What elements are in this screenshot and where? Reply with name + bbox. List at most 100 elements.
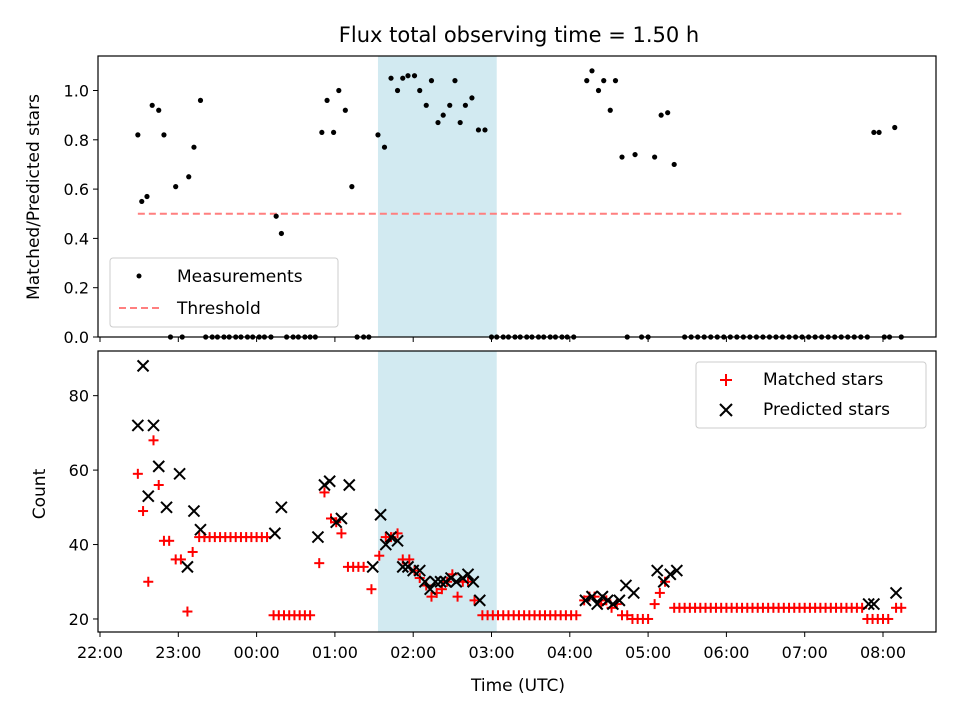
measurement-point [619,154,625,160]
predicted-x-b [596,590,609,603]
predicted-star-point [670,564,684,577]
matched-star-point [896,602,907,613]
predicted-star-point [396,560,409,574]
predicted-x-b [275,501,288,514]
legend-threshold-label: Threshold [176,299,261,319]
predicted-star-point [136,359,150,373]
predicted-x-b [131,419,145,432]
predicted-star-point [601,594,614,607]
predicted-x-b [439,575,453,588]
measurement-point [469,95,475,101]
ratio-y-axis-label: Matched/Predicted stars [24,94,44,300]
measurement-point [665,110,671,116]
matched-star-point [319,487,330,498]
predicted-star-point [173,467,186,481]
measurement-point [197,97,204,103]
measurement-point [394,87,401,94]
predicted-star-point [194,523,207,536]
predicted-star-point [391,534,404,548]
count-x-tick-label: 05:00 [625,643,671,662]
ratio-x-ticks [99,337,884,342]
predicted-x-b [585,590,599,603]
matched-star-point [649,599,660,610]
matched-star-point [622,610,633,621]
predicted-star-point [401,560,415,574]
predicted-x-b [619,579,633,592]
ratio-plot-frame [97,55,937,338]
count-legend: Matched stars Predicted stars [695,361,927,429]
ratio-legend-box [109,257,339,328]
predicted-star-point [439,575,453,588]
predicted-star-point [862,597,875,611]
predicted-star-point [384,530,398,544]
predicted-star-point [187,504,201,518]
legend-matched-marker [720,374,732,386]
predicted-x-b [601,594,614,607]
predicted-x-b [413,564,426,577]
measurement-point [319,129,325,136]
predicted-star-point [450,575,463,588]
measurement-point [475,127,482,133]
count-y-tick-label: 20 [69,610,89,629]
measurement-point [632,151,638,158]
measurement-point [652,154,658,160]
measurement-point [440,112,446,118]
predicted-star-point [413,564,426,577]
measurement-point [435,119,441,126]
predicted-x-b [473,594,486,607]
legend-measurements-label: Measurements [177,267,303,287]
predicted-x-b [384,530,398,544]
matched-star-point [305,610,316,621]
measurement-point [612,78,619,84]
predicted-x-b [889,586,903,600]
ratio-marks [135,68,904,340]
matched-star-point [463,576,474,587]
count-x-tick-label: 22:00 [77,643,123,662]
predicted-star-point [596,590,609,603]
count-x-tick-label: 06:00 [703,643,749,662]
predicted-star-point [311,530,325,544]
legend-matched-label: Matched stars [763,370,883,390]
predicted-x-b [444,571,458,585]
predicted-x-b [590,597,604,611]
observing-window-shade [377,56,497,337]
measurement-point [589,68,595,74]
count-x-tick-label: 00:00 [234,643,280,662]
matched-star-point [143,576,154,587]
ratio-y-tick-label: 0.2 [64,279,89,298]
predicted-x-b [268,527,282,540]
predicted-star-point [461,568,475,581]
predicted-star-point [664,568,677,581]
predicted-x-b [423,582,437,596]
predicted-star-point [335,512,348,525]
predicted-x-b [136,359,150,373]
measurement-point [191,144,197,150]
predicted-x-b [670,564,684,577]
predicted-star-point [867,597,881,611]
count-x-tick-label: 01:00 [312,643,358,662]
matched-star-point [153,479,164,490]
ratio-panel: 0.0 0.2 0.4 0.6 0.8 1.0 Flux total observing … [24,23,937,347]
matched-star-point [132,468,143,479]
measurement-point [871,129,877,136]
predicted-star-point [467,575,480,588]
predicted-star-point [275,501,288,514]
measurement-point [601,78,607,84]
measurement-point [428,78,435,84]
count-x-tick-label: 07:00 [782,643,828,662]
count-y-tick-label: 60 [69,461,89,480]
predicted-x-b [379,538,393,551]
predicted-star-point [142,489,155,503]
predicted-star-point [627,586,640,600]
predicted-star-point [131,419,145,432]
count-plot-frame [97,350,937,633]
predicted-x-b [142,489,155,503]
matched-star-point [414,573,425,584]
count-x-tick-label: 03:00 [468,643,514,662]
predicted-star-point [579,594,592,607]
predicted-x-b [450,575,463,588]
measurement-point [658,112,664,118]
predicted-star-point [651,564,664,577]
predicted-x-b [862,597,875,611]
count-x-tick-label: 04:00 [547,643,593,662]
